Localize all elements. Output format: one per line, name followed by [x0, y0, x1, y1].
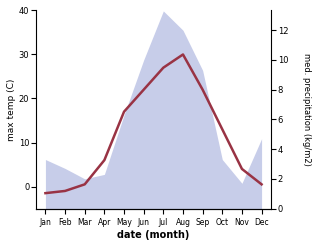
- X-axis label: date (month): date (month): [117, 230, 190, 240]
- Y-axis label: med. precipitation (kg/m2): med. precipitation (kg/m2): [302, 53, 311, 166]
- Y-axis label: max temp (C): max temp (C): [7, 78, 16, 141]
